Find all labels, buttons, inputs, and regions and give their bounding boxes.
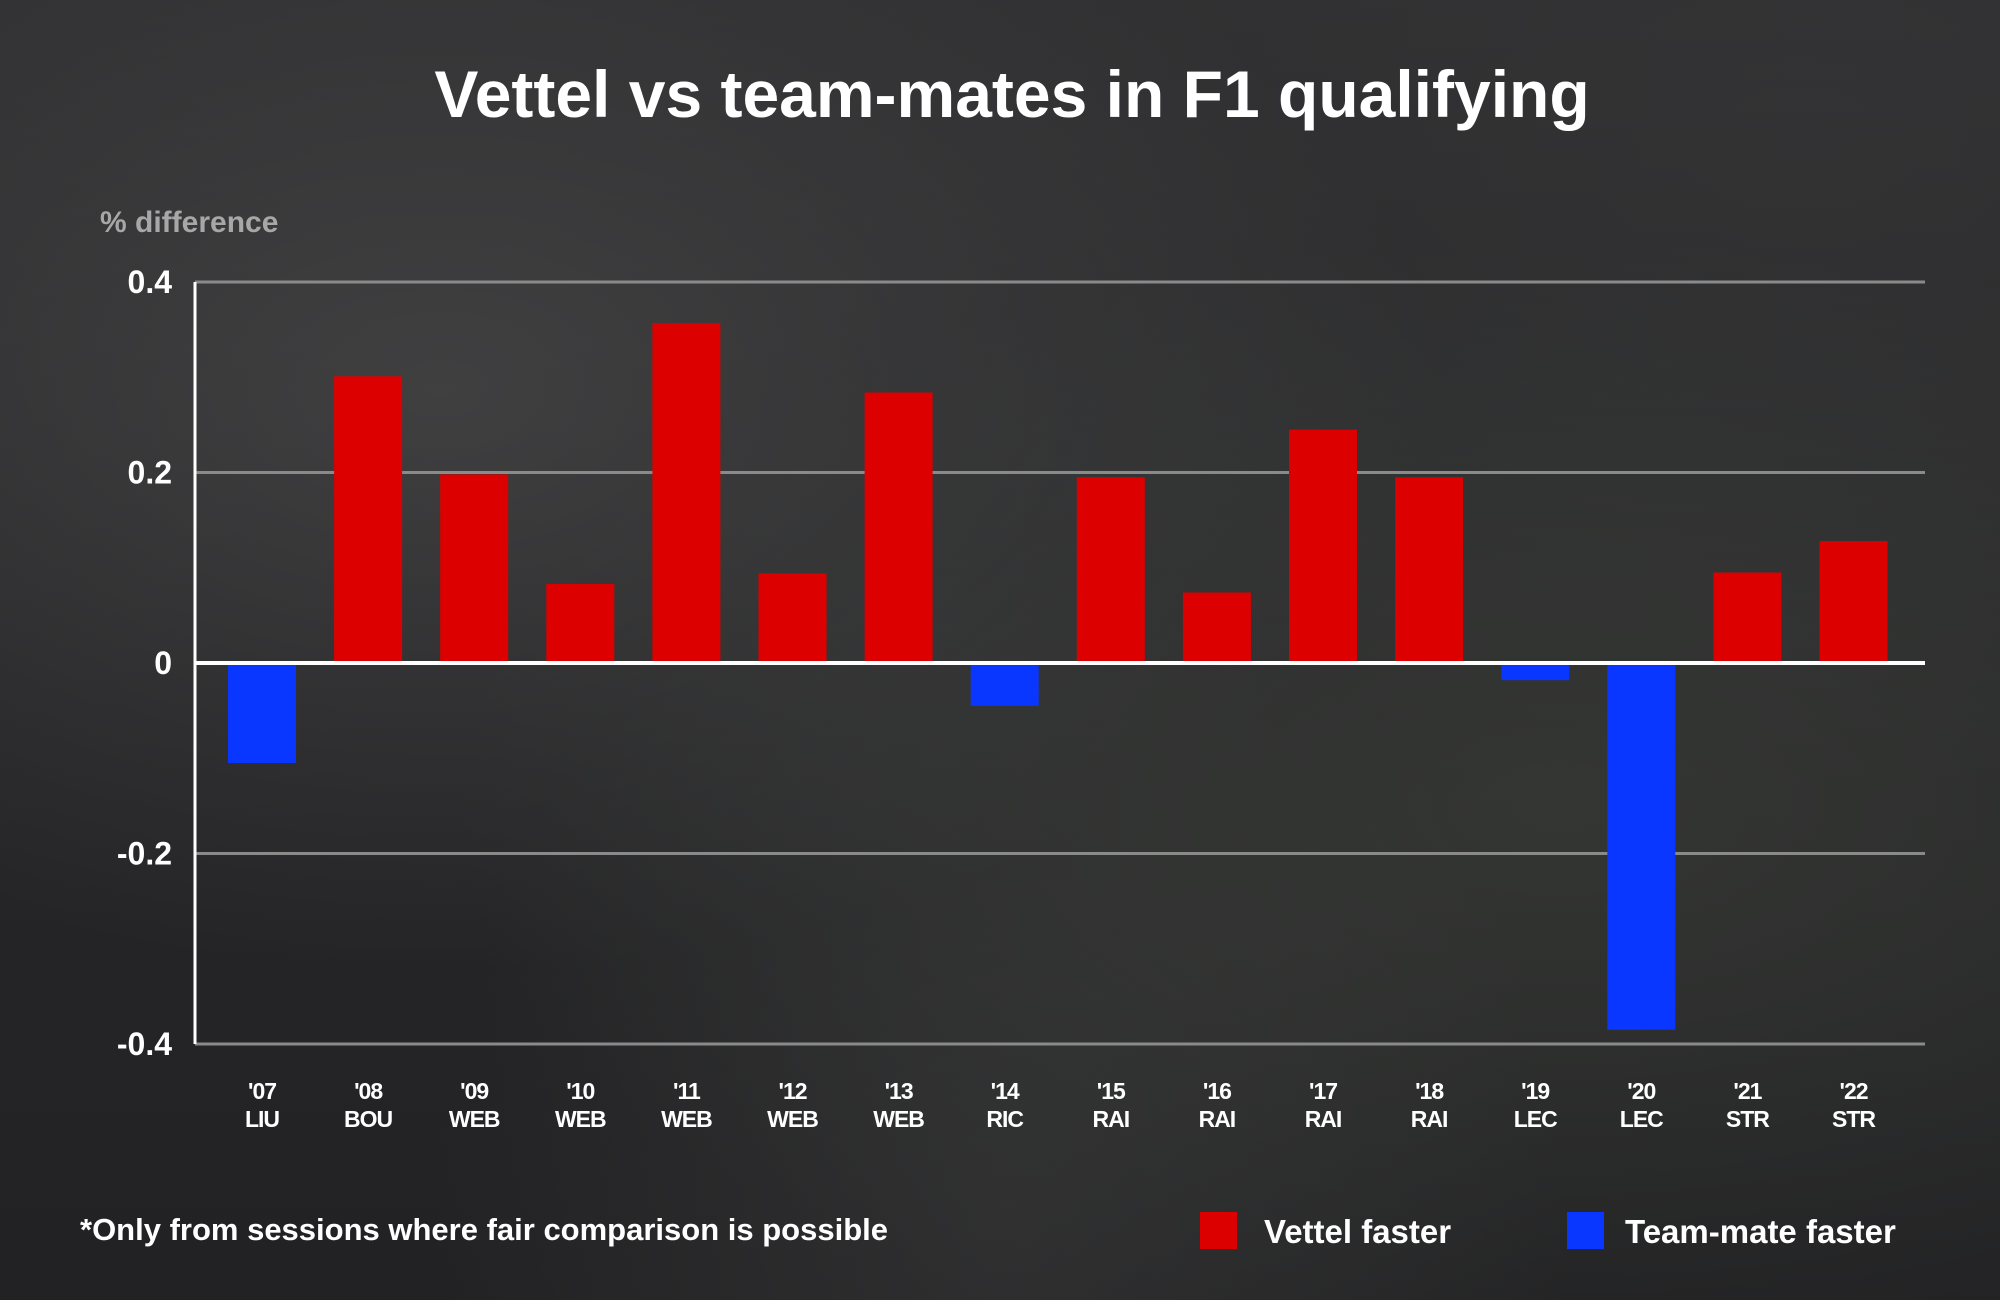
y-tick-label-0: 0.4 xyxy=(128,264,173,300)
gridlines xyxy=(195,280,1925,1046)
x-tick-year-7: '14 xyxy=(991,1078,1020,1104)
y-tick-label-4: -0.4 xyxy=(117,1026,172,1062)
x-tick-mate-4: WEB xyxy=(661,1106,712,1132)
bar-6 xyxy=(864,392,933,663)
bar-13 xyxy=(1607,663,1676,1030)
bar-5 xyxy=(758,573,827,663)
x-axis-tick-labels: '07LIU'08BOU'09WEB'10WEB'11WEB'12WEB'13W… xyxy=(245,1078,1877,1132)
x-tick-mate-15: STR xyxy=(1832,1106,1876,1132)
x-tick-year-1: '08 xyxy=(354,1078,383,1104)
y-tick-label-1: 0.2 xyxy=(128,455,172,491)
chart-title: Vettel vs team-mates in F1 qualifying xyxy=(434,57,1589,131)
bar-14 xyxy=(1713,572,1782,663)
x-tick-year-6: '13 xyxy=(885,1078,913,1104)
x-tick-mate-9: RAI xyxy=(1199,1106,1236,1132)
x-tick-mate-11: RAI xyxy=(1411,1106,1448,1132)
legend-label-1: Team-mate faster xyxy=(1625,1213,1896,1250)
x-tick-year-10: '17 xyxy=(1309,1078,1337,1104)
x-tick-year-8: '15 xyxy=(1097,1078,1126,1104)
y-tick-label-2: 0 xyxy=(154,645,172,681)
x-tick-mate-5: WEB xyxy=(767,1106,818,1132)
bar-15 xyxy=(1819,541,1888,663)
x-tick-year-0: '07 xyxy=(248,1078,276,1104)
x-tick-year-3: '10 xyxy=(566,1078,594,1104)
bar-9 xyxy=(1182,592,1251,663)
x-tick-year-4: '11 xyxy=(673,1078,701,1104)
legend-label-0: Vettel faster xyxy=(1264,1213,1451,1250)
x-tick-mate-12: LEC xyxy=(1514,1106,1557,1132)
x-tick-year-11: '18 xyxy=(1415,1078,1444,1104)
x-tick-year-12: '19 xyxy=(1521,1078,1549,1104)
x-tick-mate-6: WEB xyxy=(873,1106,924,1132)
bar-2 xyxy=(440,474,509,663)
y-axis: 0.4 0.2 0 -0.2 -0.4 xyxy=(117,264,197,1062)
x-tick-mate-1: BOU xyxy=(344,1106,393,1132)
bar-7 xyxy=(970,663,1039,706)
bar-11 xyxy=(1395,477,1464,663)
x-tick-mate-8: RAI xyxy=(1092,1106,1129,1132)
bar-1 xyxy=(334,376,403,663)
x-tick-year-14: '21 xyxy=(1733,1078,1762,1104)
bar-4 xyxy=(652,322,721,663)
bar-8 xyxy=(1076,477,1145,663)
bar-0 xyxy=(228,663,296,764)
footnote: *Only from sessions where fair compariso… xyxy=(80,1212,888,1247)
x-tick-year-15: '22 xyxy=(1839,1078,1867,1104)
x-tick-mate-3: WEB xyxy=(555,1106,606,1132)
y-axis-label: % difference xyxy=(100,206,278,239)
x-tick-mate-0: LIU xyxy=(245,1106,279,1132)
bar-10 xyxy=(1289,429,1357,663)
bar-series xyxy=(228,322,1888,1030)
legend-swatch-1 xyxy=(1567,1212,1604,1249)
x-tick-mate-7: RIC xyxy=(986,1106,1023,1132)
x-tick-mate-10: RAI xyxy=(1305,1106,1342,1132)
x-tick-year-13: '20 xyxy=(1627,1078,1655,1104)
x-tick-mate-13: LEC xyxy=(1620,1106,1663,1132)
bar-12 xyxy=(1501,663,1570,681)
y-tick-label-3: -0.2 xyxy=(117,836,172,872)
x-tick-year-9: '16 xyxy=(1203,1078,1231,1104)
x-tick-year-5: '12 xyxy=(778,1078,806,1104)
legend: Vettel faster Team-mate faster xyxy=(1200,1212,1896,1250)
bar-3 xyxy=(546,583,615,663)
x-tick-year-2: '09 xyxy=(460,1078,488,1104)
legend-swatch-0 xyxy=(1200,1212,1237,1249)
x-tick-mate-2: WEB xyxy=(449,1106,500,1132)
x-tick-mate-14: STR xyxy=(1726,1106,1770,1132)
